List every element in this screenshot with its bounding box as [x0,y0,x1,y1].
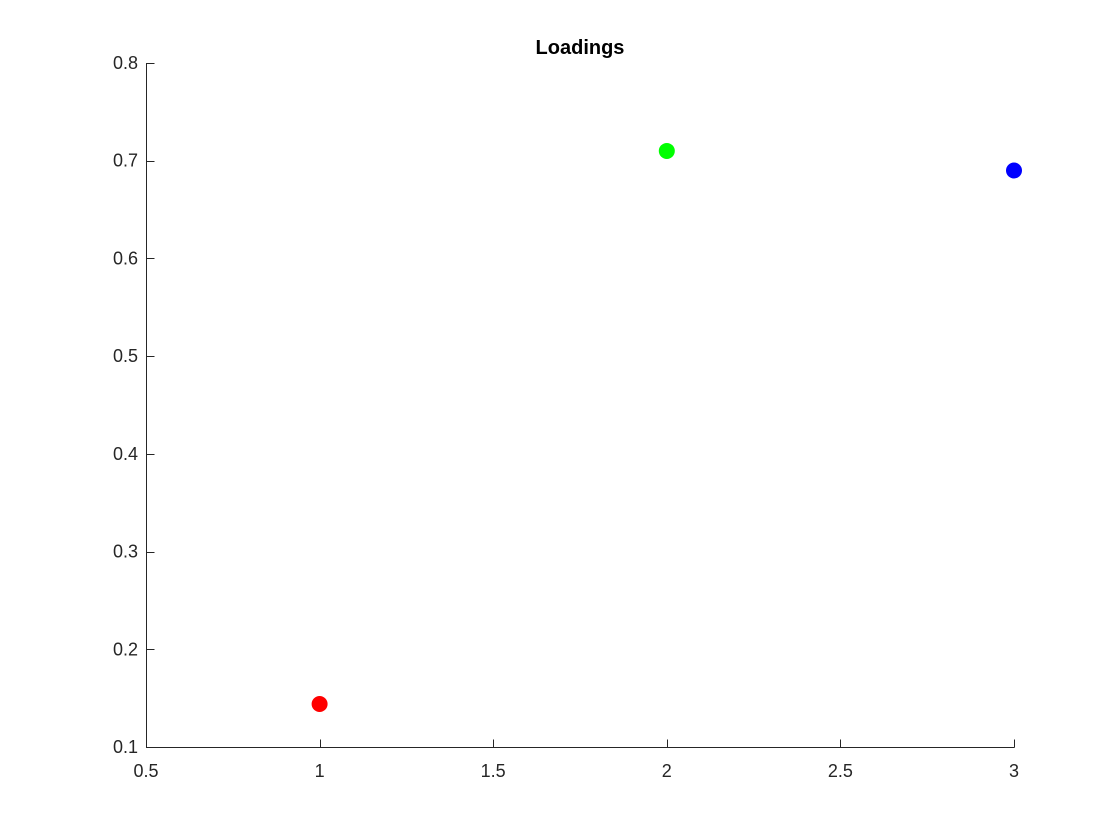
x-tick-label: 3 [1009,761,1019,781]
y-axis-ticks: 0.1 0.2 0.3 0.4 0.5 0.6 0.7 0.8 [113,53,155,757]
y-tick-label: 0.2 [113,639,138,659]
axes [146,63,1015,748]
y-tick-label: 0.5 [113,346,138,366]
data-points [311,142,1022,713]
data-point-2 [658,142,675,159]
x-tick-label: 2.5 [828,761,853,781]
x-tick-label: 2 [662,761,672,781]
y-tick-label: 0.1 [113,737,138,757]
x-tick-label: 0.5 [133,761,158,781]
x-axis-ticks: 0.5 1 1.5 2 2.5 3 [133,739,1019,781]
y-tick-label: 0.6 [113,248,138,268]
y-tick-label: 0.7 [113,151,138,171]
data-point-1 [311,696,328,713]
chart-title: Loadings [536,37,625,59]
y-tick-label: 0.3 [113,542,138,562]
x-tick-label: 1 [315,761,325,781]
x-tick-label: 1.5 [481,761,506,781]
y-tick-label: 0.8 [113,53,138,73]
y-tick-label: 0.4 [113,444,138,464]
data-point-3 [1006,162,1022,179]
